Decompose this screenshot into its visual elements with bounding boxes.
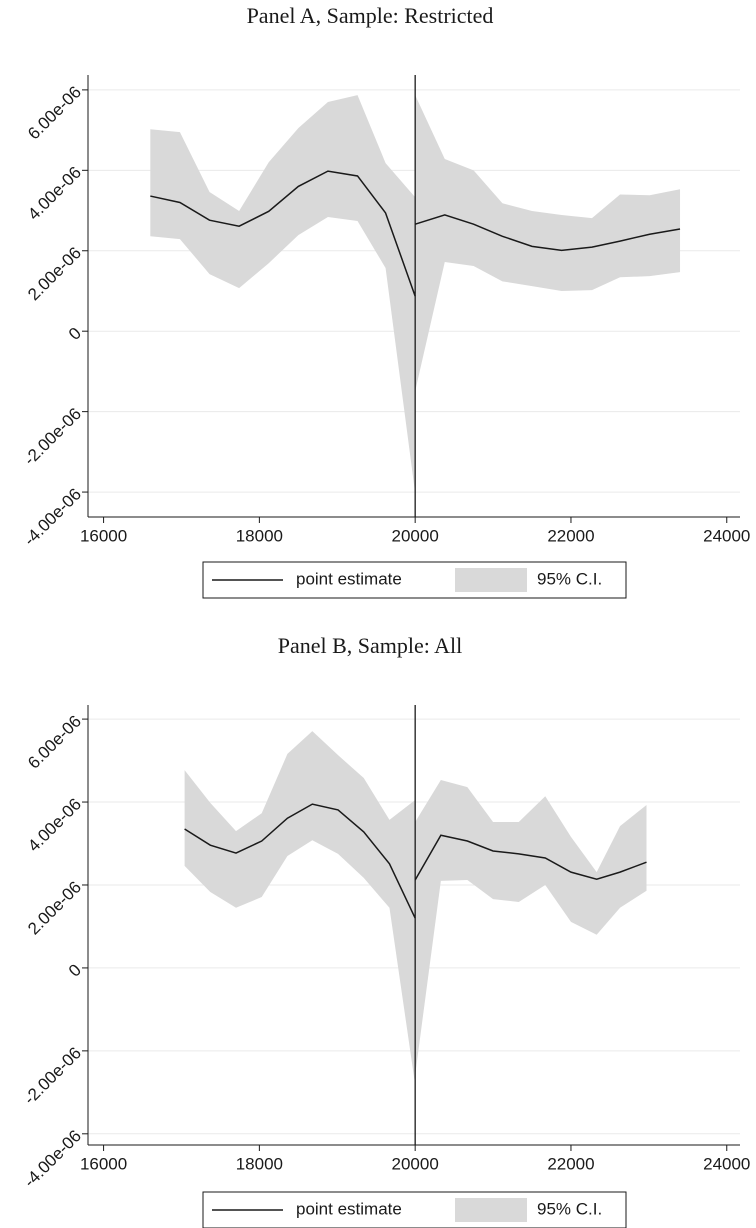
chart-title: Panel B, Sample: All [278,633,463,658]
estimate-line [184,803,647,919]
estimate-line [150,170,681,297]
x-tick-label: 20000 [392,526,439,545]
x-tick-label: 24000 [703,526,750,545]
x-tick-label: 18000 [236,526,283,545]
y-tick-label: 4.00e-06 [24,163,85,224]
y-tick-label: 4.00e-06 [24,795,85,856]
y-tick-label: 2.00e-06 [24,243,85,304]
legend-label: 95% C.I. [537,1199,602,1218]
x-tick-label: 24000 [703,1154,750,1173]
ci-band [150,95,416,494]
legend-band-swatch [455,1198,527,1222]
x-tick-label: 18000 [236,1154,283,1173]
ci-band [184,731,416,1085]
x-tick-label: 22000 [547,526,594,545]
y-tick-label: 0 [65,960,85,980]
y-tick-label: 0 [65,324,85,344]
legend-label: point estimate [296,569,402,588]
y-tick-label: 2.00e-06 [24,878,85,939]
x-tick-label: 22000 [547,1154,594,1173]
legend-label: point estimate [296,1199,402,1218]
x-tick-label: 16000 [80,1154,127,1173]
legend-band-swatch [455,568,527,592]
legend-label: 95% C.I. [537,569,602,588]
y-tick-label: -4.00e-06 [20,485,85,550]
x-tick-label: 16000 [80,526,127,545]
y-tick-label: -4.00e-06 [20,1126,85,1191]
ci-band [415,95,681,392]
ci-band [415,780,647,1075]
y-tick-label: -2.00e-06 [20,404,85,469]
y-tick-label: 6.00e-06 [24,82,85,143]
x-tick-label: 20000 [392,1154,439,1173]
chart-title: Panel A, Sample: Restricted [247,3,494,28]
y-tick-label: 6.00e-06 [24,712,85,773]
y-tick-label: -2.00e-06 [20,1043,85,1108]
